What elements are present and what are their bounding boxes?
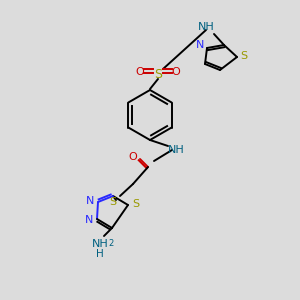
Text: S: S xyxy=(132,199,140,209)
Text: NH: NH xyxy=(198,22,214,32)
Text: S: S xyxy=(154,68,162,80)
Text: H: H xyxy=(96,249,104,259)
Text: O: O xyxy=(129,152,137,162)
Text: NH: NH xyxy=(168,145,184,155)
Text: S: S xyxy=(240,51,247,61)
Text: N: N xyxy=(85,215,93,225)
Text: 2: 2 xyxy=(108,238,114,247)
Text: O: O xyxy=(136,67,144,77)
Text: O: O xyxy=(172,67,180,77)
Text: S: S xyxy=(110,197,117,207)
Text: N: N xyxy=(196,40,204,50)
Text: N: N xyxy=(86,196,94,206)
Text: NH: NH xyxy=(92,239,108,249)
